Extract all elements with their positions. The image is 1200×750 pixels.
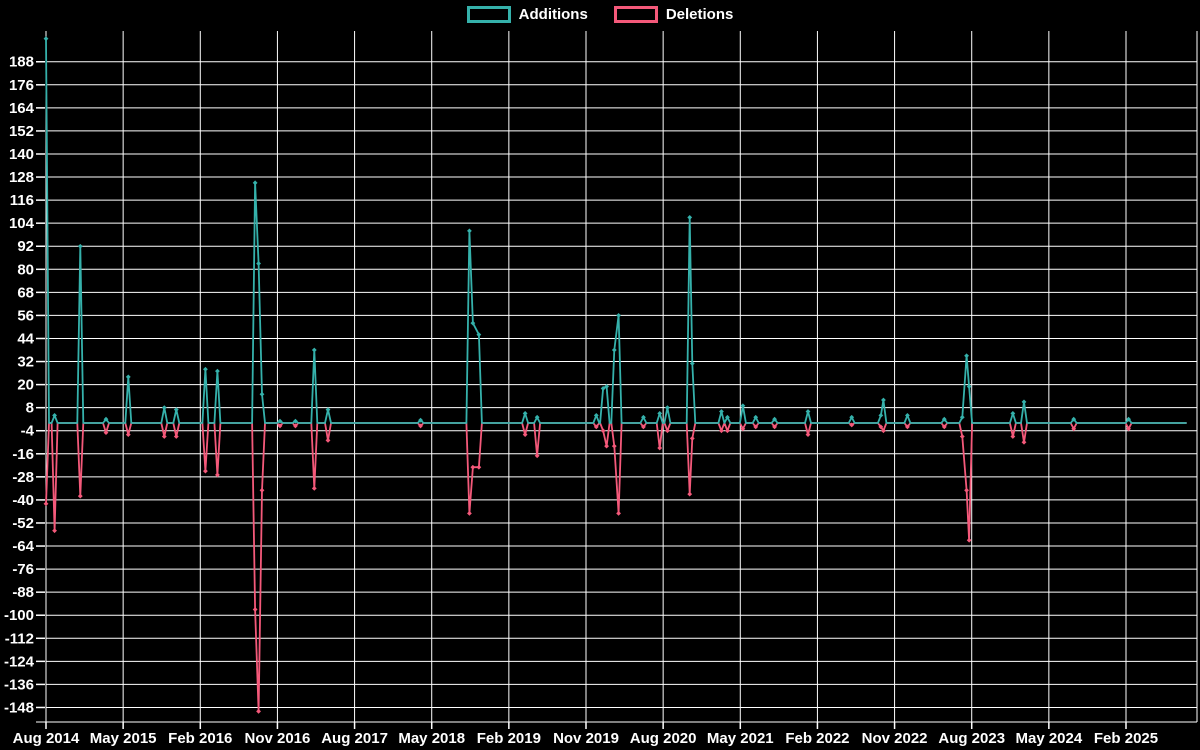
svg-text:44: 44	[17, 330, 34, 347]
svg-text:152: 152	[9, 123, 34, 140]
svg-text:164: 164	[9, 100, 35, 117]
svg-text:Aug 2017: Aug 2017	[321, 730, 388, 747]
svg-text:-136: -136	[4, 676, 34, 693]
deletions-swatch-icon	[613, 6, 658, 23]
svg-text:-148: -148	[4, 699, 34, 716]
svg-text:Feb 2025: Feb 2025	[1094, 730, 1158, 747]
svg-text:68: 68	[17, 284, 34, 301]
svg-text:116: 116	[10, 192, 34, 209]
svg-text:-16: -16	[12, 446, 34, 463]
svg-text:92: 92	[17, 238, 34, 255]
legend-item-additions[interactable]: Additions	[466, 6, 588, 23]
svg-text:-52: -52	[12, 515, 34, 532]
svg-text:140: 140	[9, 146, 34, 163]
svg-text:-4: -4	[21, 423, 35, 440]
svg-text:56: 56	[17, 307, 34, 324]
svg-text:May 2015: May 2015	[90, 730, 157, 747]
svg-text:May 2021: May 2021	[707, 730, 774, 747]
svg-text:32: 32	[17, 354, 34, 371]
svg-text:Aug 2023: Aug 2023	[938, 730, 1005, 747]
svg-text:May 2018: May 2018	[398, 730, 465, 747]
svg-text:176: 176	[9, 77, 34, 94]
svg-text:Feb 2019: Feb 2019	[477, 730, 541, 747]
chart-legend: Additions Deletions	[0, 6, 1200, 23]
svg-text:128: 128	[9, 169, 34, 186]
svg-text:-112: -112	[5, 630, 34, 647]
svg-text:-88: -88	[12, 584, 34, 601]
svg-text:Nov 2019: Nov 2019	[553, 730, 619, 747]
svg-text:-76: -76	[12, 561, 34, 578]
svg-text:May 2024: May 2024	[1015, 730, 1082, 747]
svg-text:8: 8	[26, 400, 34, 417]
legend-item-deletions[interactable]: Deletions	[613, 6, 734, 23]
svg-text:80: 80	[17, 261, 34, 278]
svg-text:Nov 2022: Nov 2022	[862, 730, 928, 747]
additions-swatch-icon	[466, 6, 511, 23]
svg-text:Feb 2022: Feb 2022	[785, 730, 849, 747]
svg-text:20: 20	[17, 377, 34, 394]
svg-text:Nov 2016: Nov 2016	[244, 730, 310, 747]
svg-text:188: 188	[9, 54, 34, 71]
svg-text:Feb 2016: Feb 2016	[168, 730, 232, 747]
svg-text:-64: -64	[12, 538, 34, 555]
svg-text:Aug 2020: Aug 2020	[630, 730, 697, 747]
svg-text:-28: -28	[12, 469, 34, 486]
legend-label-deletions: Deletions	[665, 6, 734, 23]
legend-label-additions: Additions	[518, 6, 588, 23]
svg-text:104: 104	[9, 215, 35, 232]
svg-text:-100: -100	[4, 607, 34, 624]
svg-text:-124: -124	[4, 653, 35, 670]
svg-text:Aug 2014: Aug 2014	[13, 730, 80, 747]
svg-text:-40: -40	[12, 492, 34, 509]
